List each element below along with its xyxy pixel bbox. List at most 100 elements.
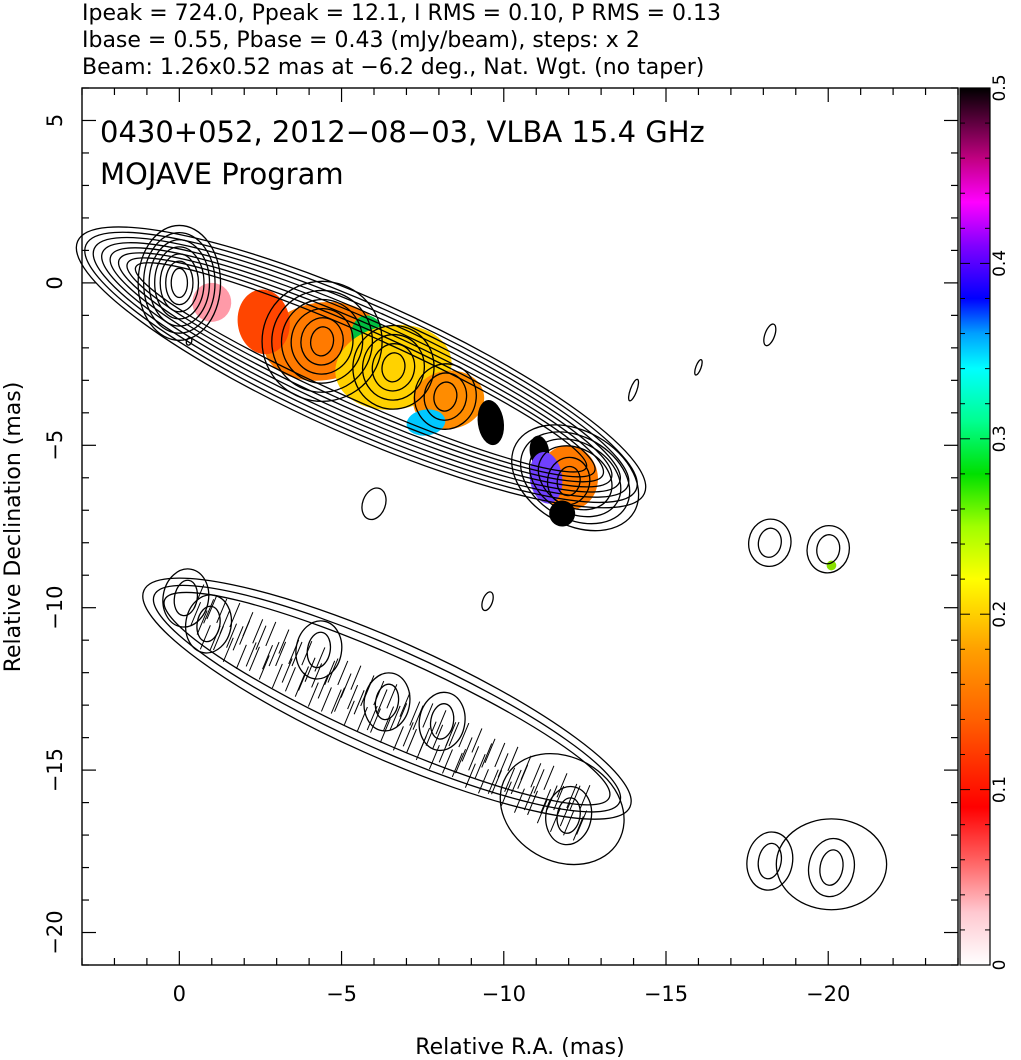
evpa-vector	[500, 781, 512, 806]
evpa-vector	[468, 746, 480, 771]
evpa-vector	[350, 665, 362, 690]
evpa-vector	[396, 703, 408, 728]
evpa-vector	[219, 609, 231, 634]
y-tick-label: −5	[43, 430, 67, 461]
core-contour	[154, 246, 205, 320]
noise-contour	[481, 591, 494, 612]
evpa-vector	[533, 769, 545, 794]
outer-jet-contour	[519, 431, 631, 525]
x-tick-label: −20	[806, 982, 850, 1006]
evpa-vector	[265, 621, 277, 647]
noise-contour	[694, 359, 703, 376]
pol-envelope-contour	[163, 591, 611, 806]
y-tick-label: 0	[43, 276, 67, 289]
jet-envelope-contour	[84, 231, 638, 504]
evpa-vector	[487, 769, 499, 794]
evpa-vector	[474, 753, 486, 779]
evpa-vector	[360, 681, 372, 707]
evpa-vector	[461, 737, 473, 762]
component-contour	[280, 298, 364, 384]
jet-envelope-contour	[75, 226, 647, 509]
evpa-vector	[314, 647, 326, 672]
x-tick-label: −5	[326, 982, 357, 1006]
evpa-vector	[451, 752, 463, 778]
jet-envelope-contour	[92, 236, 630, 498]
evpa-vector	[419, 727, 431, 753]
evpa-vector	[222, 637, 234, 663]
evpa-vector	[481, 743, 493, 768]
evpa-vector	[281, 658, 293, 683]
evpa-vector	[370, 708, 381, 733]
colorbar-tick-label: 0.3	[990, 425, 1010, 452]
component-contour	[546, 456, 591, 506]
evpa-vector	[363, 675, 375, 700]
pol-component-contour	[374, 683, 400, 721]
component-contour	[423, 372, 468, 421]
header-line-3: Beam: 1.26x0.52 mas at −6.2 deg., Nat. W…	[82, 55, 704, 80]
evpa-vector	[216, 598, 228, 624]
evpa-vector	[196, 610, 208, 635]
component-contour	[748, 518, 792, 568]
polarization-patch	[826, 560, 837, 571]
tick-layer: 0 −5 −10 −15 −20 5 0 −5 −10 −15 −20	[43, 87, 959, 1006]
evpa-vector	[353, 690, 365, 715]
polarization-patch	[477, 399, 505, 446]
evpa-vector	[320, 687, 332, 712]
evpa-vector	[399, 692, 411, 717]
pol-envelope-contour	[152, 584, 622, 813]
evpa-vector	[432, 724, 444, 749]
evpa-vector	[422, 703, 434, 728]
evpa-vector	[248, 646, 260, 672]
noise-contour	[361, 487, 387, 521]
evpa-vector	[458, 722, 470, 748]
evpa-vector	[376, 689, 388, 714]
evpa-vector	[406, 728, 417, 754]
plot-frame	[81, 87, 959, 966]
core-contour	[170, 267, 189, 299]
component-contour	[309, 326, 335, 357]
pol-component-contour	[429, 703, 455, 740]
chart-title: 0430+052, 2012−08−03, VLBA 15.4 GHz	[100, 115, 705, 149]
evpa-vector	[471, 728, 483, 753]
noise-contour	[185, 336, 193, 346]
colorbar	[959, 87, 991, 966]
evpa-vector	[255, 625, 267, 650]
evpa-vector	[392, 726, 404, 751]
evpa-vector	[275, 641, 287, 667]
evpa-vector	[301, 641, 313, 666]
component-contour	[413, 363, 477, 430]
component-contour	[271, 289, 374, 393]
pol-component-contour	[807, 837, 856, 898]
evpa-vector	[278, 629, 290, 654]
pol-component-contour	[757, 842, 783, 880]
evpa-vector	[566, 783, 578, 809]
pol-component-contour	[173, 579, 199, 617]
evpa-vector	[262, 644, 273, 670]
colorbar-tick-label: 0.1	[990, 776, 1010, 803]
pol-outer-contour	[499, 752, 625, 866]
component-contour	[381, 352, 406, 383]
evpa-vector	[317, 674, 329, 699]
evpa-vector	[229, 602, 241, 628]
evpa-vector	[549, 807, 561, 832]
evpa-vector	[576, 810, 588, 835]
evpa-vector	[366, 705, 378, 731]
evpa-vector	[284, 667, 296, 692]
evpa-vector	[298, 666, 309, 691]
evpa-vector	[190, 602, 202, 627]
evpa-vector	[288, 639, 300, 665]
evpa-vector	[484, 738, 496, 763]
evpa-vector	[379, 718, 391, 743]
pol-component-contour	[306, 631, 332, 669]
evpa-vector	[291, 641, 303, 667]
colorbar-tick-label: 0.4	[990, 250, 1010, 277]
evpa-vector	[402, 722, 414, 747]
component-contour	[556, 465, 581, 497]
evpa-vector	[206, 594, 218, 620]
evpa-vector	[513, 788, 525, 813]
evpa-vector-layer	[190, 584, 591, 841]
evpa-vector	[464, 763, 476, 788]
evpa-vector	[294, 672, 306, 697]
component-contour	[290, 307, 354, 375]
